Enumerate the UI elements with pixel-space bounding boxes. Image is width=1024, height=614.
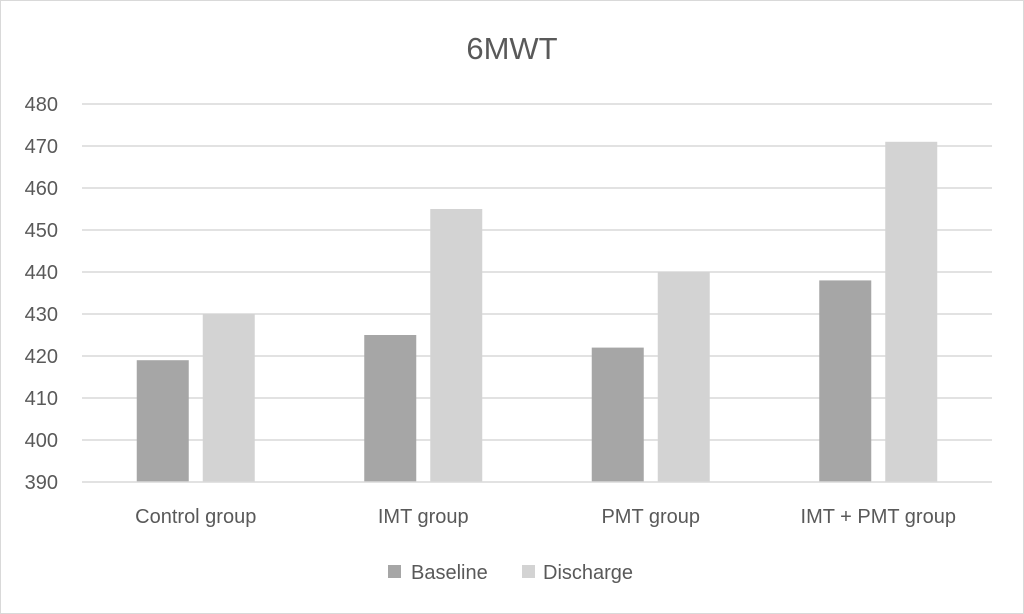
legend-swatch-baseline <box>388 565 401 578</box>
bar-discharge-1 <box>202 314 255 482</box>
bar-discharge-2 <box>430 209 483 482</box>
legend-label-baseline: Baseline <box>411 562 488 584</box>
y-tick-label: 480 <box>25 94 58 116</box>
y-tick-label: 390 <box>25 472 58 494</box>
legend-swatch-discharge <box>522 565 535 578</box>
bars <box>136 141 938 483</box>
bar-baseline-4 <box>819 280 872 482</box>
chart-title: 6MWT <box>466 31 557 66</box>
y-tick-label: 410 <box>25 388 58 410</box>
y-tick-label: 460 <box>25 178 58 200</box>
x-category-label: IMT group <box>378 506 469 528</box>
y-tick-label: 420 <box>25 346 58 368</box>
bar-discharge-4 <box>885 141 938 483</box>
x-category-label: IMT + PMT group <box>801 506 956 528</box>
y-tick-label: 450 <box>25 220 58 242</box>
x-category-label: Control group <box>135 506 256 528</box>
bar-baseline-3 <box>591 347 644 482</box>
bar-baseline-2 <box>364 335 417 482</box>
y-tick-label: 440 <box>25 262 58 284</box>
bar-discharge-3 <box>657 272 710 482</box>
bar-baseline-1 <box>136 360 189 482</box>
y-tick-label: 470 <box>25 136 58 158</box>
x-category-label: PMT group <box>601 506 700 528</box>
y-axis-ticks: 390 400 410 420 430 440 450 460 470 480 <box>25 94 58 494</box>
y-tick-label: 400 <box>25 430 58 452</box>
legend-label-discharge: Discharge <box>543 562 633 584</box>
y-tick-label: 430 <box>25 304 58 326</box>
legend: Baseline Discharge <box>388 562 633 584</box>
x-axis-labels: Control group IMT group PMT group IMT + PMT… <box>135 506 956 528</box>
